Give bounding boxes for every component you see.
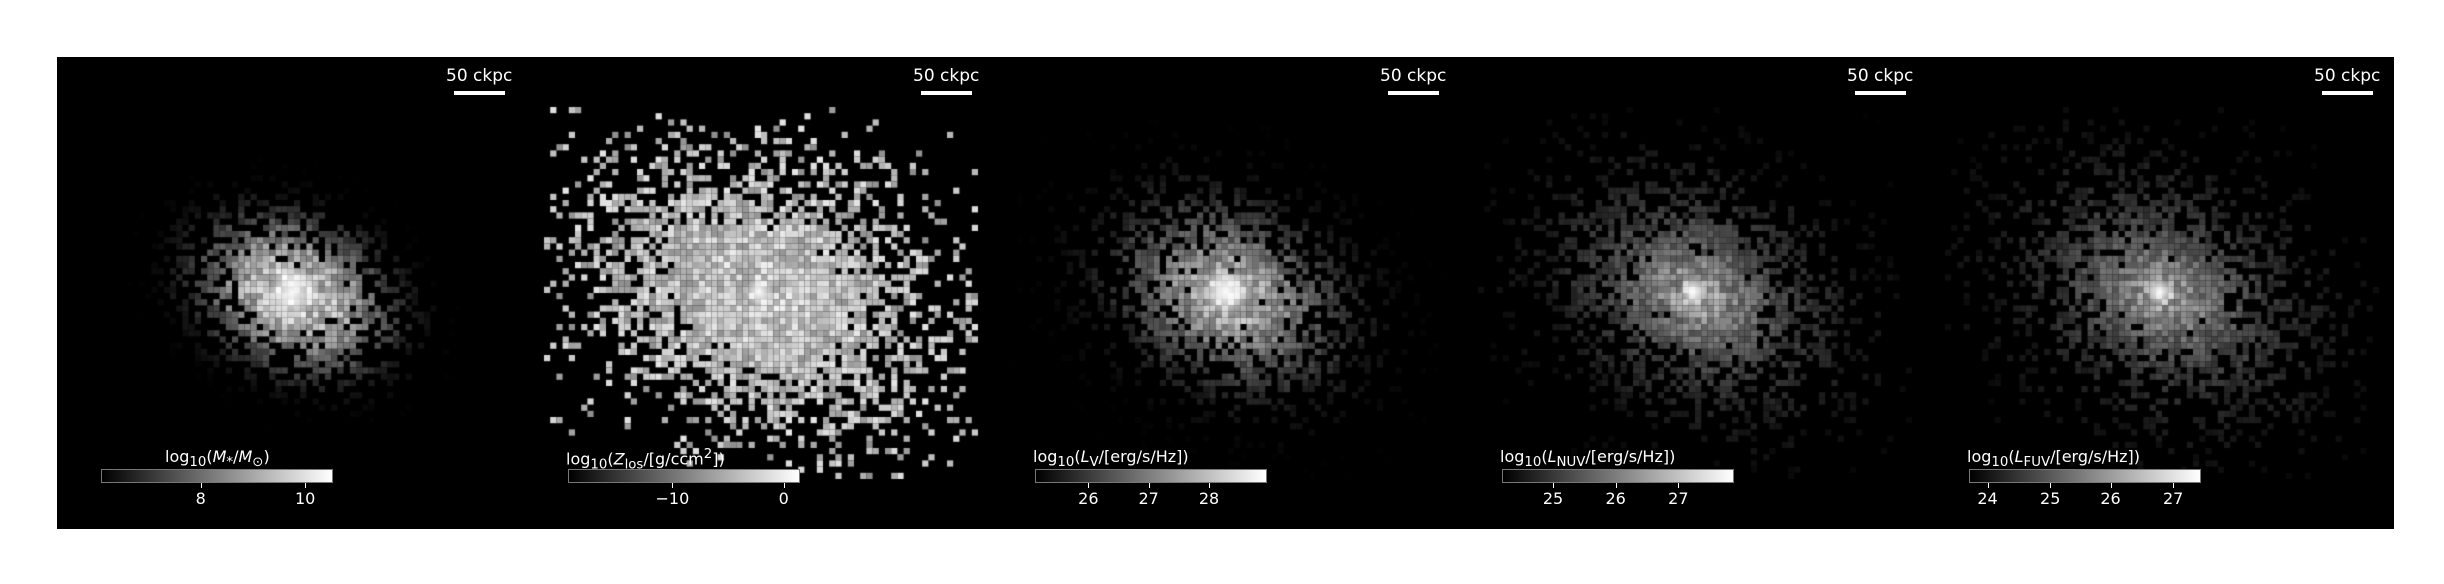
colorbar-tick — [200, 483, 202, 488]
colorbar-tick-label: 27 — [1138, 489, 1159, 508]
colorbar-tick-label: 10 — [294, 489, 316, 508]
colorbar-tick-label: 28 — [1198, 489, 1220, 508]
colorbar-label: log10(Zlos/[g/ccm2]) — [566, 447, 725, 473]
colorbar-tick-label: 27 — [1668, 489, 1689, 508]
scalebar-label: 50 ckpc — [446, 66, 513, 86]
colorbar-tick-label: 25 — [2040, 489, 2061, 508]
map-panel-5: 50 ckpc log10(LFUV/[erg/s/Hz]) 24 25 26 27 — [1925, 57, 2392, 529]
colorbar — [568, 469, 800, 483]
colorbar-tick-label: 0 — [778, 489, 789, 508]
colorbar-tick-label: 24 — [1977, 489, 1998, 508]
colorbar-tick — [2050, 483, 2052, 488]
colorbar-tick-label: 25 — [1542, 489, 1564, 508]
galaxy-map-5 — [1925, 57, 2392, 529]
scalebar-line — [921, 91, 972, 95]
map-panel-4: 50 ckpc log10(LNUV/[erg/s/Hz]) 25 26 27 — [1458, 57, 1925, 529]
colorbar — [1502, 469, 1734, 483]
colorbar-tick-label: −10 — [655, 489, 690, 508]
colorbar-tick — [305, 483, 307, 488]
colorbar-tick-label: 27 — [2162, 489, 2184, 508]
colorbar-tick — [1987, 483, 1989, 488]
scalebar-label: 50 ckpc — [1380, 66, 1447, 86]
colorbar-tick-label: 26 — [2100, 489, 2121, 508]
colorbar-tick — [1088, 483, 1090, 488]
colorbar-tick — [1209, 483, 1210, 488]
colorbar-tick-label: 26 — [1078, 489, 1099, 508]
scalebar-line — [2322, 91, 2373, 95]
galaxy-map-4 — [1458, 57, 1925, 529]
scalebar-line — [454, 91, 505, 95]
scalebar-label: 50 ckpc — [913, 66, 980, 86]
colorbar — [101, 469, 333, 483]
scalebar-label: 50 ckpc — [1847, 66, 1914, 86]
scalebar-line — [1855, 91, 1906, 95]
colorbar-label: log10(LFUV/[erg/s/Hz]) — [1967, 447, 2141, 471]
colorbar-label: log10(M*/M⊙) — [165, 447, 270, 471]
colorbar-tick — [1615, 483, 1617, 488]
map-panel-1: 50 ckpc log10(M*/M⊙) 8 10 — [57, 57, 524, 529]
colorbar-tick — [1678, 483, 1680, 488]
colorbar — [1035, 469, 1267, 483]
image-strip: 50 ckpc log10(M*/M⊙) 8 10 50 ckpc log10(Zlos/… — [57, 57, 2394, 529]
colorbar-label: log10(LNUV/[erg/s/Hz]) — [1500, 447, 1676, 471]
galaxy-map-2 — [524, 57, 991, 529]
colorbar-label: log10(LV/[erg/s/Hz]) — [1033, 447, 1189, 471]
colorbar-tick-label: 26 — [1605, 489, 1626, 508]
colorbar-tick — [1553, 483, 1555, 488]
colorbar-tick — [1148, 483, 1150, 488]
galaxy-map-3 — [991, 57, 1458, 529]
colorbar-tick — [672, 483, 674, 488]
colorbar-tick-label: 8 — [195, 489, 206, 508]
colorbar — [1969, 469, 2201, 483]
scalebar-line — [1388, 91, 1439, 95]
colorbar-tick — [783, 483, 785, 488]
map-panel-3: 50 ckpc log10(LV/[erg/s/Hz]) 26 27 28 — [991, 57, 1458, 529]
colorbar-tick — [2173, 483, 2175, 488]
map-panel-2: 50 ckpc log10(Zlos/[g/ccm2]) −10 0 — [524, 57, 991, 529]
galaxy-map-1 — [57, 57, 524, 529]
scalebar-label: 50 ckpc — [2314, 66, 2381, 86]
colorbar-tick — [2110, 483, 2112, 488]
